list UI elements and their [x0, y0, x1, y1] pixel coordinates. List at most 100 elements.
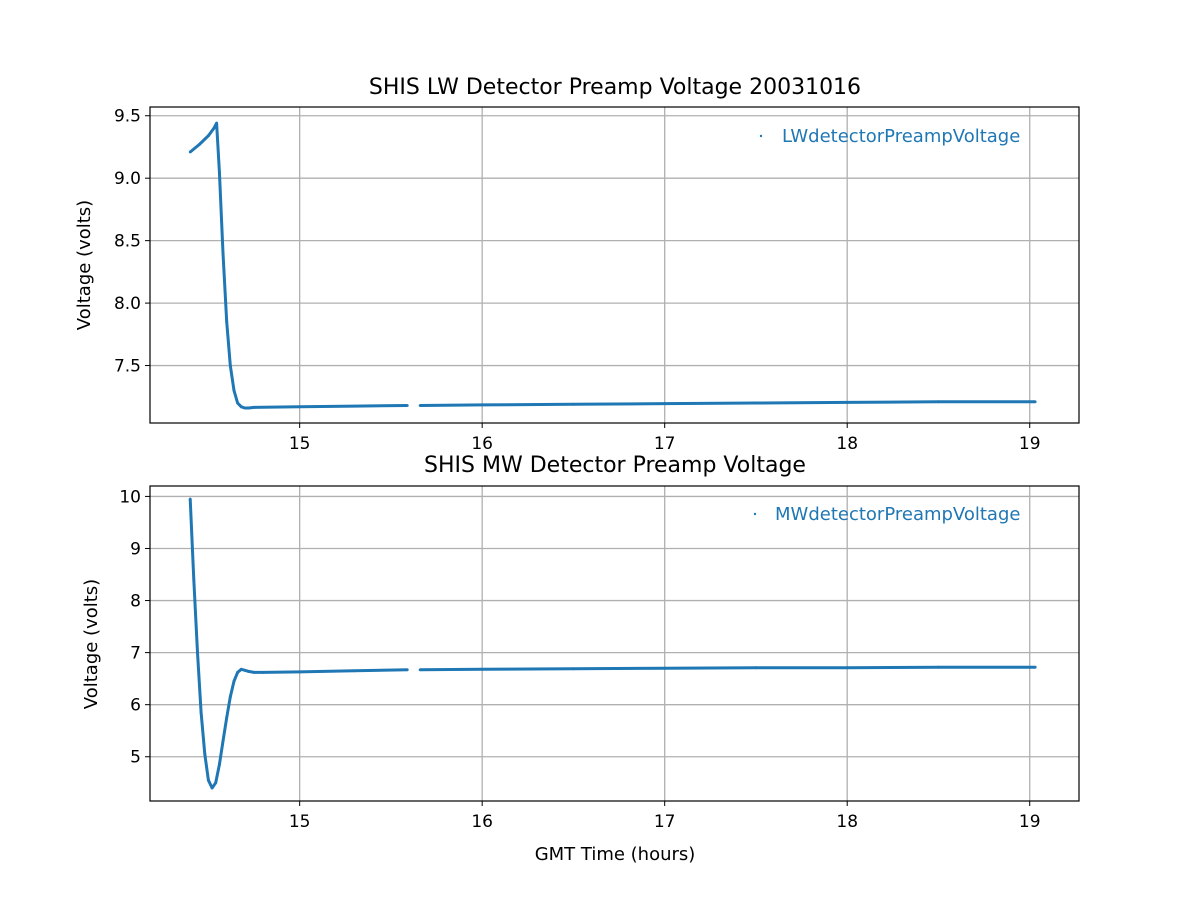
- data-point: [353, 669, 356, 673]
- axes-frame-lw: [149, 106, 1080, 424]
- data-point: [353, 404, 356, 408]
- data-point: [188, 497, 192, 501]
- data-point: [243, 668, 247, 672]
- subplot-mw: SHIS MW Detector Preamp Voltage 15 16 17 18…: [81, 453, 1080, 865]
- grid-lw: [150, 107, 1079, 423]
- data-point: [298, 670, 302, 674]
- y-tick-label: 9: [130, 539, 141, 559]
- x-tick-label: 17: [654, 812, 676, 832]
- y-tick-label: 10: [119, 487, 141, 507]
- data-point: [196, 651, 199, 654]
- data-point: [572, 402, 575, 406]
- data-point: [754, 401, 758, 405]
- series-mw: [188, 497, 1037, 790]
- chart-title-lw: SHIS LW Detector Preamp Voltage 20031016: [369, 75, 861, 100]
- data-point: [199, 711, 203, 714]
- data-point: [207, 134, 210, 138]
- data-point: [261, 671, 265, 674]
- y-tick-label: 8.5: [114, 232, 141, 252]
- data-point: [218, 170, 221, 174]
- data-point: [218, 763, 221, 766]
- legend-mw: MWdetectorPreampVoltage: [753, 504, 1020, 525]
- y-axis-label-lw: Voltage (volts): [74, 200, 95, 330]
- y-ticks-lw: 7.5 8.0 8.5 9.0 9.5: [114, 107, 150, 377]
- data-point: [663, 666, 667, 670]
- data-point: [236, 401, 240, 405]
- x-tick-label: 15: [289, 812, 311, 832]
- data-point: [845, 666, 849, 670]
- y-tick-label: 9.5: [114, 107, 141, 127]
- y-tick-label: 5: [130, 748, 141, 768]
- legend-marker-lw: [759, 134, 763, 138]
- x-tick-label: 19: [1019, 434, 1041, 454]
- data-point: [252, 406, 256, 409]
- x-axis-label-mw: GMT Time (hours): [535, 844, 696, 865]
- data-point: [298, 405, 302, 409]
- x-tick-label: 19: [1019, 812, 1041, 832]
- x-tick-label: 18: [836, 434, 858, 454]
- data-point: [236, 671, 240, 674]
- data-point: [754, 666, 758, 670]
- data-point: [418, 404, 422, 407]
- data-point: [225, 716, 229, 720]
- data-point: [212, 126, 216, 130]
- data-point: [405, 404, 409, 407]
- x-ticks-mw: 15 16 17 18 19: [289, 801, 1041, 832]
- data-point: [232, 389, 236, 392]
- y-tick-label: 7: [130, 644, 141, 664]
- y-tick-label: 8: [130, 592, 141, 612]
- data-point: [418, 668, 422, 672]
- legend-lw: LWdetectorPreampVoltage: [759, 126, 1020, 147]
- data-point: [239, 667, 243, 671]
- data-point: [221, 739, 225, 743]
- y-tick-label: 8.0: [114, 294, 141, 314]
- data-point: [1033, 400, 1037, 404]
- data-point: [1033, 665, 1037, 669]
- data-point: [247, 670, 251, 673]
- data-point: [221, 251, 225, 255]
- data-point: [197, 143, 201, 146]
- data-point: [572, 667, 575, 671]
- data-point: [405, 668, 409, 672]
- legend-label-lw: LWdetectorPreampVoltage: [782, 126, 1020, 147]
- data-point: [215, 121, 219, 125]
- data-point: [188, 150, 192, 154]
- data-point: [480, 667, 484, 671]
- legend-label-mw: MWdetectorPreampVoltage: [775, 504, 1020, 525]
- data-point: [252, 671, 256, 674]
- data-point: [937, 665, 940, 669]
- data-point: [203, 752, 207, 756]
- series-line: [420, 665, 1036, 672]
- series-line: [420, 400, 1036, 407]
- data-point: [192, 578, 196, 582]
- data-point: [232, 679, 236, 683]
- series-line: [189, 121, 408, 410]
- data-point: [228, 695, 232, 699]
- x-tick-label: 16: [471, 434, 493, 454]
- y-tick-label: 7.5: [114, 357, 141, 377]
- chart-title-mw: SHIS MW Detector Preamp Voltage: [424, 453, 806, 478]
- data-point: [239, 405, 243, 409]
- grid-mw: [150, 486, 1079, 801]
- data-point: [210, 786, 214, 790]
- x-tick-label: 17: [654, 434, 676, 454]
- axes-frame-mw: [149, 485, 1080, 802]
- series-line: [188, 498, 408, 790]
- x-tick-label: 16: [471, 812, 493, 832]
- data-point: [225, 320, 229, 324]
- series-lw: [188, 121, 1037, 410]
- subplot-lw: SHIS LW Detector Preamp Voltage 20031016…: [74, 75, 1080, 454]
- data-point: [243, 406, 247, 410]
- x-ticks-lw: 15 16 17 18 19: [289, 423, 1041, 454]
- data-point: [480, 403, 484, 407]
- data-point: [228, 364, 232, 367]
- y-tick-label: 6: [130, 696, 141, 716]
- data-point: [845, 401, 849, 404]
- x-tick-label: 15: [289, 434, 311, 454]
- y-axis-label-mw: Voltage (volts): [81, 579, 102, 709]
- y-tick-label: 9.0: [114, 169, 141, 189]
- data-point: [207, 778, 210, 782]
- data-point: [247, 406, 251, 410]
